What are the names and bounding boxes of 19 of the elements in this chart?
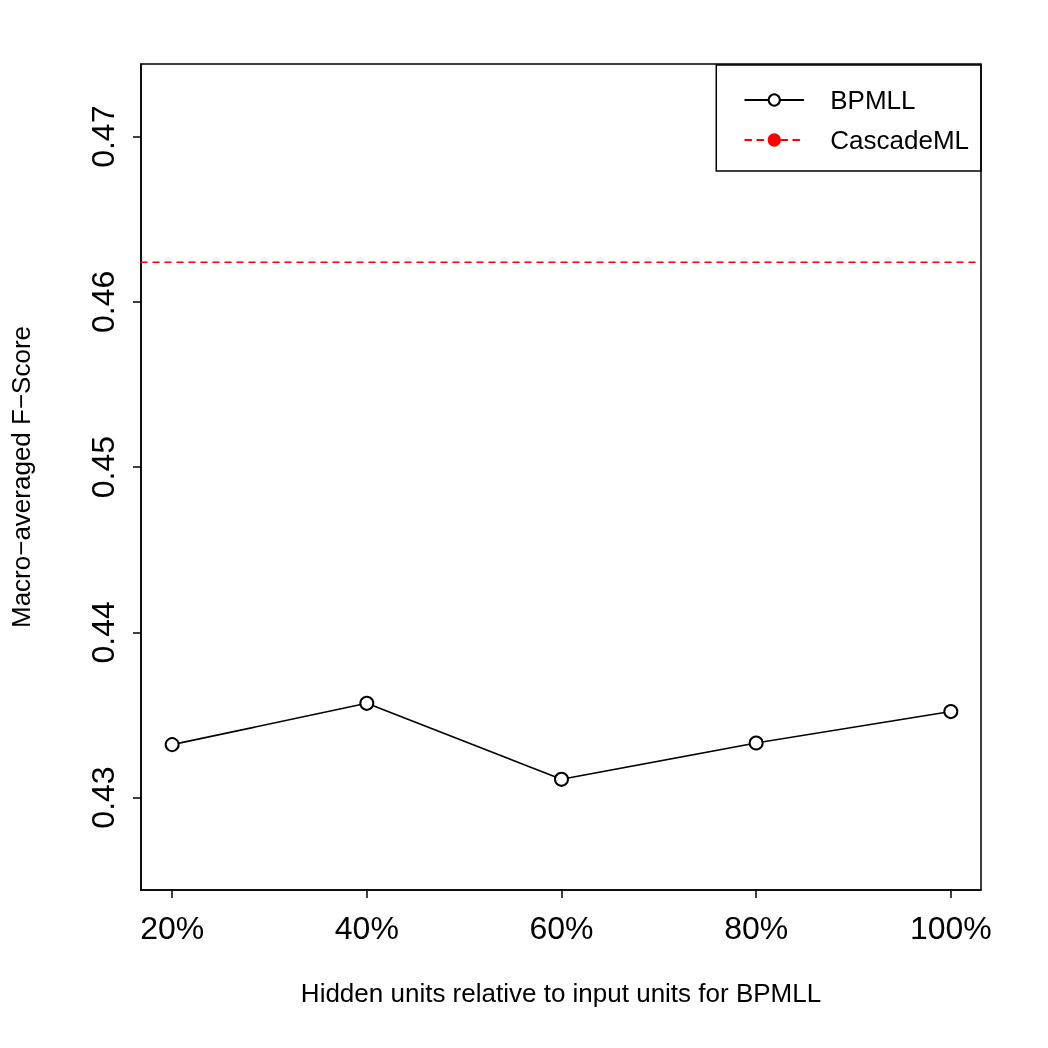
y-tick-label: 0.46 (85, 270, 121, 334)
x-tick-label: 100% (909, 910, 992, 946)
y-tick-label: 0.47 (85, 105, 121, 168)
point (164, 737, 180, 753)
x-axis-title: Hidden units relative to input units for BPMLL (300, 978, 822, 1008)
y-tick-label: 0.44 (85, 601, 121, 664)
legend-label: CascadeML (830, 125, 969, 155)
x-tick-label: 60% (529, 910, 594, 946)
point (359, 695, 375, 711)
y-tick-label: 0.45 (85, 435, 121, 499)
y-tick-label: 0.43 (85, 766, 121, 829)
x-tick-label: 80% (724, 910, 789, 946)
x-tick-label: 40% (334, 910, 399, 946)
x-tick-label: 20% (140, 910, 205, 946)
point (748, 735, 764, 751)
y-axis-title: Macro−averaged F−Score (6, 325, 36, 629)
legend-label: BPMLL (830, 85, 916, 115)
point (943, 704, 959, 720)
point (554, 771, 569, 787)
